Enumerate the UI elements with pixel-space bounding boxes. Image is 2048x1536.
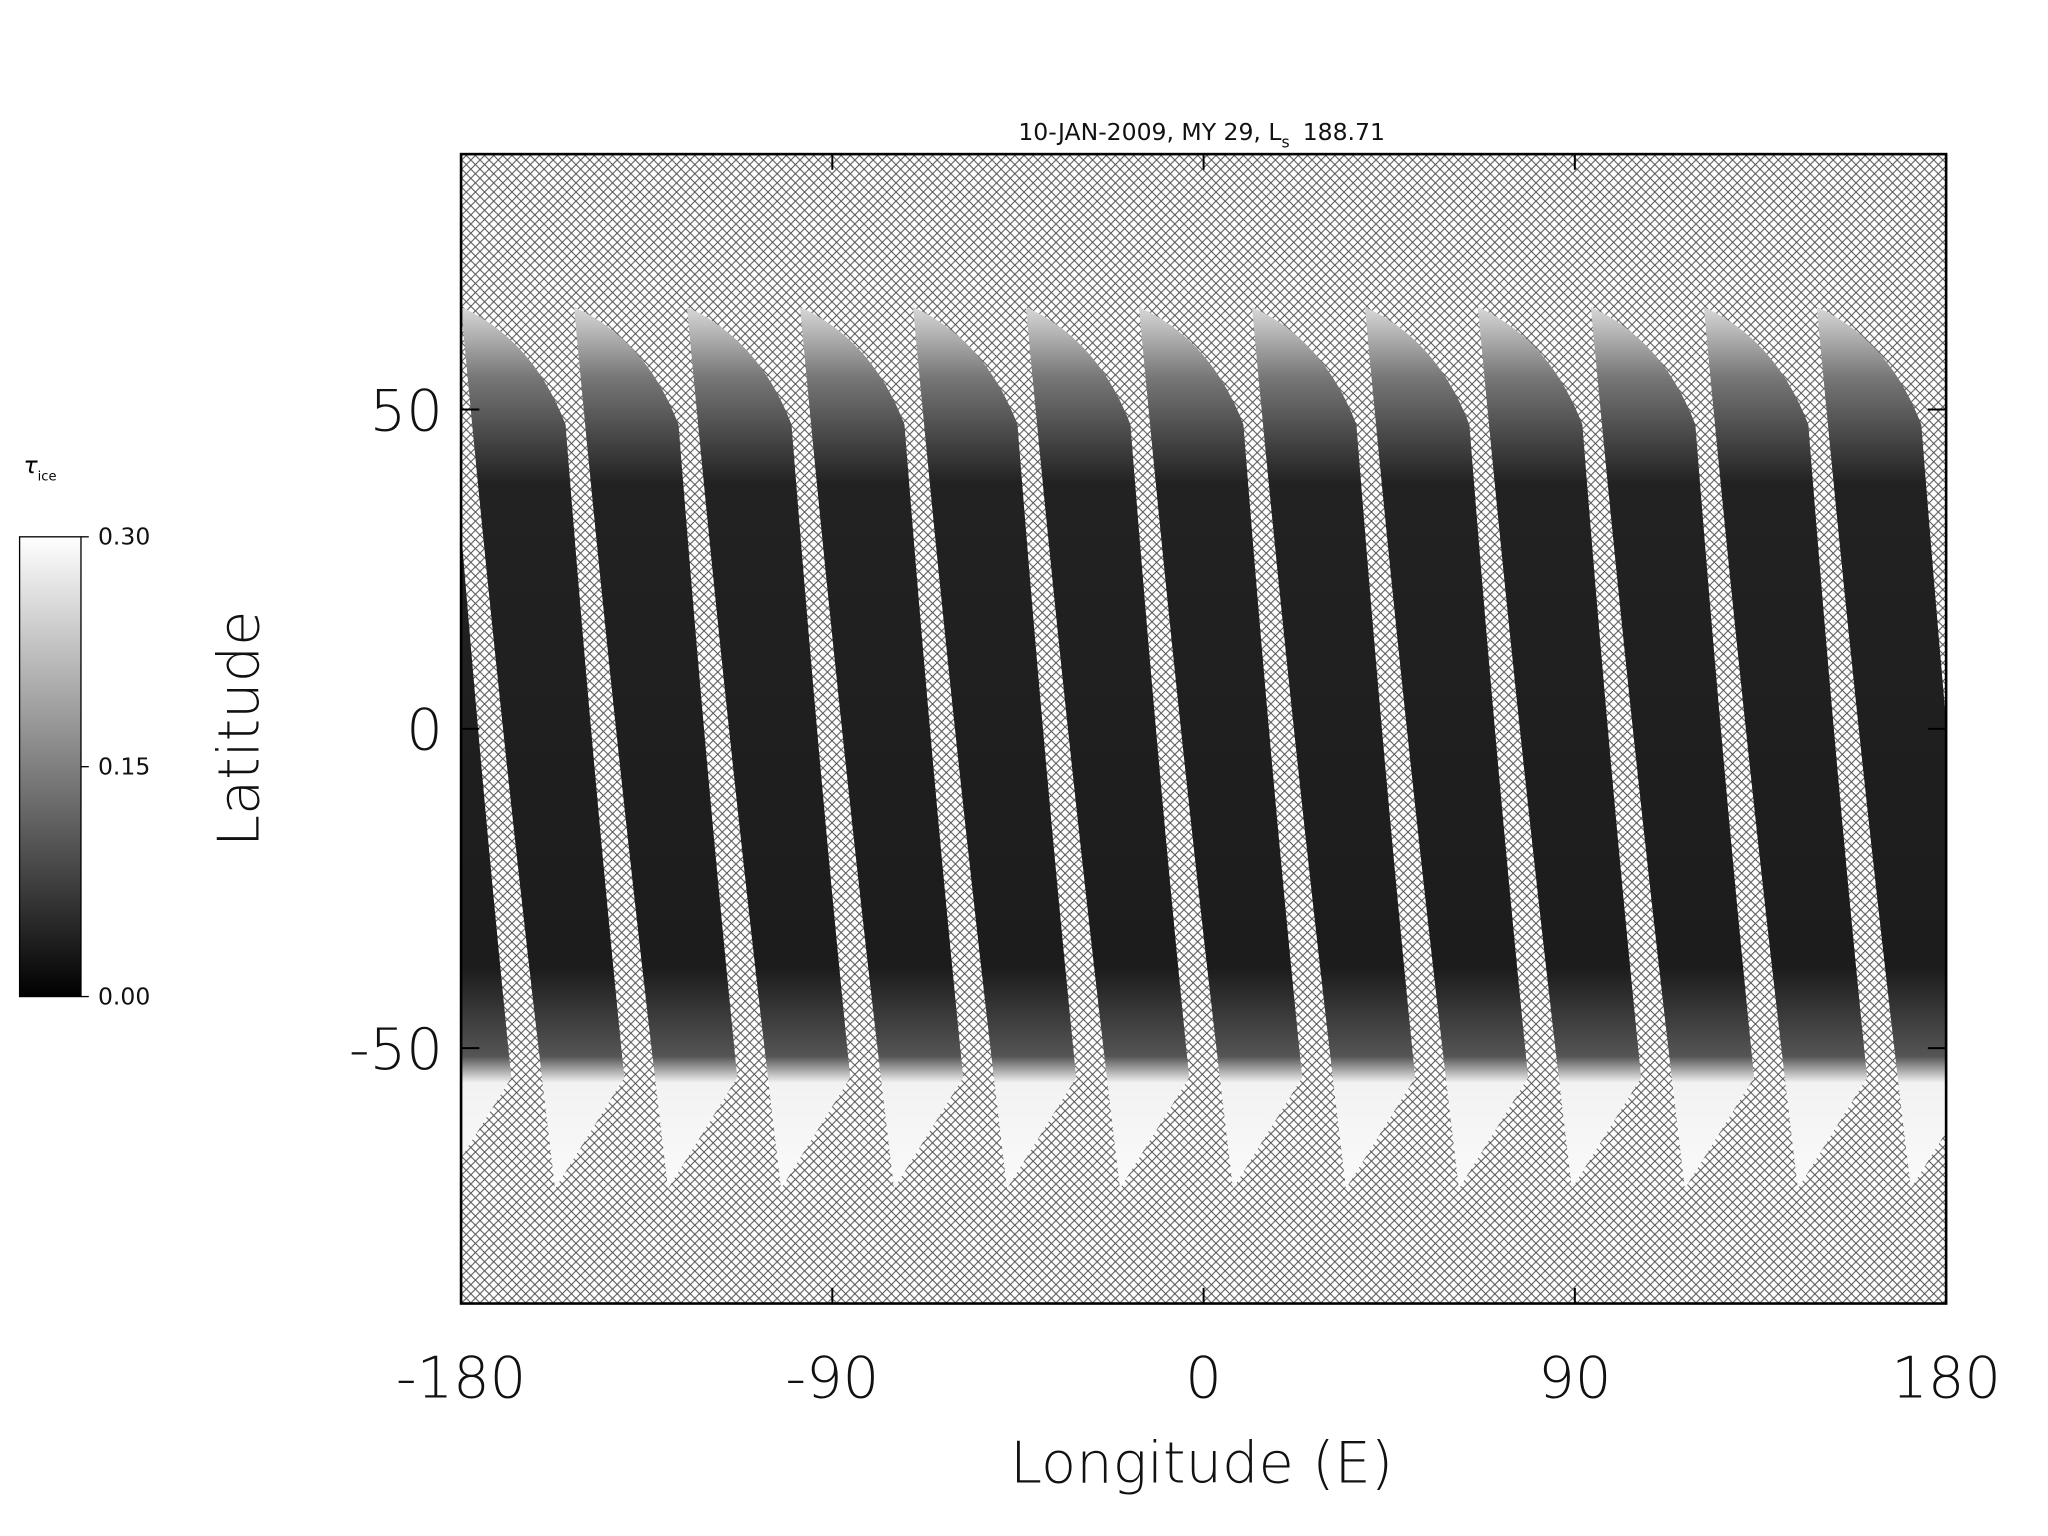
x-tick-label: 0 — [1185, 1345, 1222, 1412]
y-tick-label: 50 — [370, 377, 443, 444]
chart-title: 10-JAN-2009, MY 29, Ls 188.71 — [1018, 118, 1385, 152]
swaths — [461, 306, 1947, 1189]
x-tick-label: 180 — [1891, 1345, 2001, 1412]
colorbar-subscript: ice — [38, 470, 57, 485]
swath — [1251, 306, 1416, 1189]
x-tick-label: -90 — [785, 1345, 879, 1412]
x-tick-label: 90 — [1538, 1345, 1611, 1412]
swath — [1025, 306, 1190, 1189]
y-axis-title: Latitude — [206, 611, 273, 847]
colorbar-title: τice — [24, 451, 57, 485]
swath — [800, 306, 964, 1189]
colorbar — [18, 536, 82, 998]
y-tick-label: 0 — [406, 697, 443, 764]
title-symbol: L — [1268, 118, 1281, 146]
y-tick-label: -50 — [349, 1016, 443, 1083]
swath — [687, 306, 851, 1189]
colorbar-tick-label: 0.00 — [98, 982, 150, 1010]
swath — [461, 306, 625, 1189]
swath — [1138, 306, 1303, 1189]
swath — [1816, 306, 1947, 1189]
swath — [1364, 306, 1529, 1189]
swath — [1703, 306, 1868, 1189]
colorbar-tick-label: 0.15 — [98, 753, 150, 781]
title-text: 10-JAN-2009, MY 29, — [1018, 118, 1261, 146]
x-axis-title: Longitude (E) — [1010, 1429, 1393, 1496]
title-value: 188.71 — [1303, 118, 1385, 146]
swath — [461, 530, 512, 1159]
swath — [912, 306, 1077, 1189]
title-subscript: s — [1281, 133, 1289, 152]
swath — [1477, 306, 1642, 1189]
swath — [1590, 306, 1755, 1189]
colorbar-tick-label: 0.30 — [98, 523, 150, 551]
x-tick-label: -180 — [396, 1345, 526, 1412]
colorbar-symbol: τ — [24, 451, 39, 479]
swath — [574, 306, 738, 1189]
